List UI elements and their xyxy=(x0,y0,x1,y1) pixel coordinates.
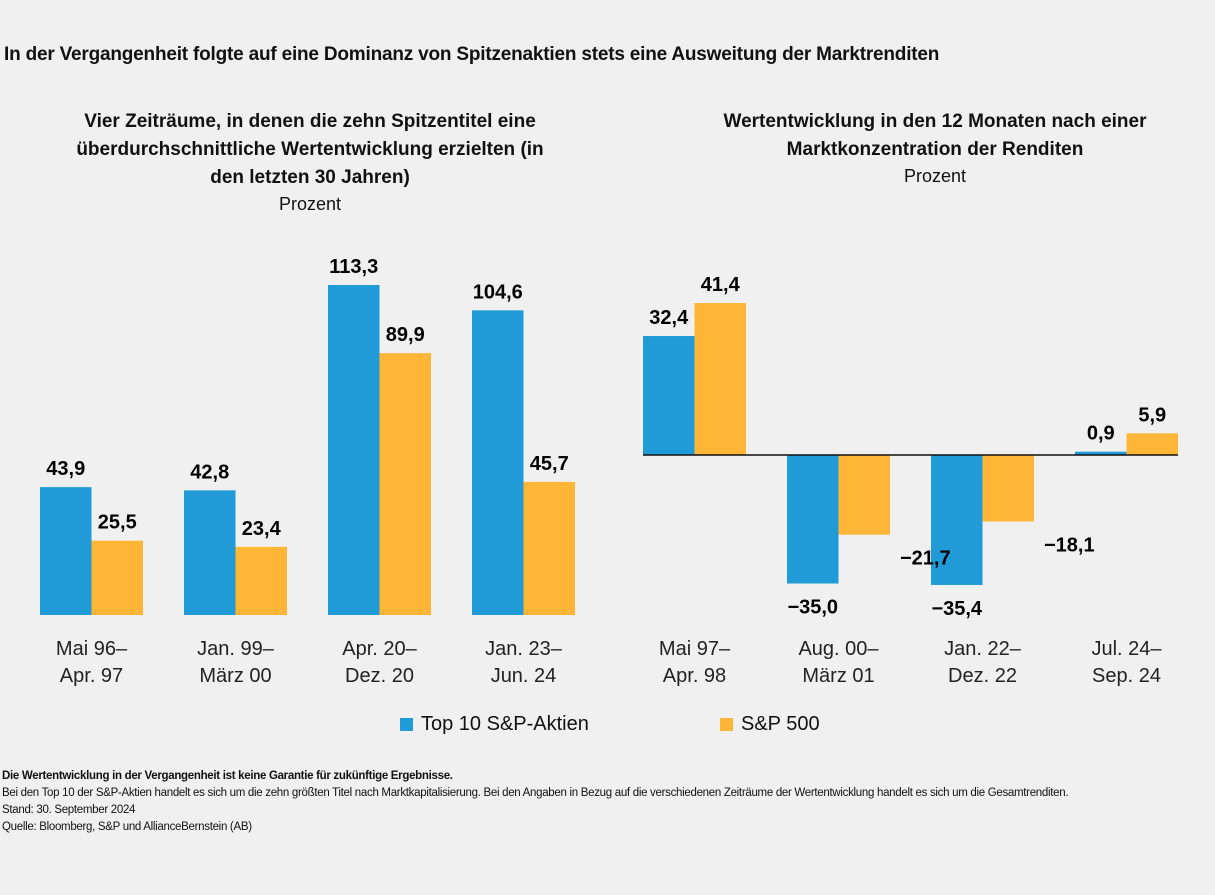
value-label-chart2-sp500-3: −18,1 xyxy=(1044,534,1095,556)
bar-chart2-sp500-3 xyxy=(982,455,1034,522)
bar-chart2-top10-3 xyxy=(931,455,983,585)
value-label-chart1-sp500-3: 89,9 xyxy=(386,324,425,346)
category-label-chart1-1: Mai 96– xyxy=(56,638,128,660)
bar-chart1-top10-3 xyxy=(328,285,380,615)
bar-chart2-top10-2 xyxy=(787,455,839,584)
bar-chart1-sp500-3 xyxy=(379,353,431,615)
footnotes: Die Wertentwicklung in der Vergangenheit… xyxy=(2,768,1069,836)
value-label-chart2-top10-4: 0,9 xyxy=(1087,423,1115,445)
category-label-chart1-2: Jan. 99– xyxy=(197,638,275,660)
bar-chart1-top10-2 xyxy=(184,490,236,615)
bar-chart1-top10-4 xyxy=(472,310,524,615)
legend-label-sp500: S&P 500 xyxy=(741,713,820,735)
bar-chart2-top10-1 xyxy=(643,336,695,455)
source-note: Quelle: Bloomberg, S&P und AllianceBerns… xyxy=(2,821,252,833)
value-label-chart2-sp500-4: 5,9 xyxy=(1138,404,1166,426)
value-label-chart2-top10-2: −35,0 xyxy=(787,597,838,619)
right-chart-title-text: Wertentwicklung in den 12 Monaten nach e… xyxy=(723,111,1147,160)
bar-chart1-sp500-4 xyxy=(523,481,575,615)
definition-note: Bei den Top 10 der S&P-Aktien handelt es… xyxy=(2,787,1069,799)
charts-canvas: 43,9 42,8 113,3 104,6 25,5 23,4 89,9 45,7 Mai 96… xyxy=(40,256,1178,687)
category-label-chart2-4: Sep. 24 xyxy=(1092,665,1161,687)
category-label-chart1-4: Jun. 24 xyxy=(491,665,557,687)
category-label-chart2-2: März 01 xyxy=(802,665,874,687)
value-label-chart2-top10-1: 32,4 xyxy=(649,307,689,329)
left-chart-title-text: Vier Zeiträume, in denen die zehn Spitze… xyxy=(76,111,544,188)
legend-swatch-sp500 xyxy=(720,718,733,731)
category-label-chart1-3: Apr. 20– xyxy=(342,638,417,660)
legend-label-top10: Top 10 S&P-Aktien xyxy=(421,713,589,735)
category-label-chart2-2: Aug. 00– xyxy=(798,638,879,660)
value-label-chart2-sp500-1: 41,4 xyxy=(701,274,741,296)
value-label-chart1-sp500-2: 23,4 xyxy=(242,518,282,540)
category-label-chart2-1: Apr. 98 xyxy=(663,665,726,687)
category-label-chart2-3: Dez. 22 xyxy=(948,665,1017,687)
category-label-chart1-2: März 00 xyxy=(199,665,271,687)
bar-chart2-sp500-1 xyxy=(694,303,746,455)
value-label-chart1-top10-2: 42,8 xyxy=(190,461,229,483)
category-label-chart2-4: Jul. 24– xyxy=(1091,638,1162,660)
bar-chart1-sp500-2 xyxy=(235,546,287,615)
value-label-chart1-sp500-1: 25,5 xyxy=(98,512,137,534)
value-label-chart1-sp500-4: 45,7 xyxy=(530,453,569,475)
bar-chart2-sp500-2 xyxy=(838,455,890,535)
value-label-chart1-top10-1: 43,9 xyxy=(46,458,85,480)
category-label-chart1-4: Jan. 23– xyxy=(485,638,563,660)
bar-chart1-sp500-1 xyxy=(91,540,143,615)
left-chart-unit: Prozent xyxy=(278,194,342,214)
bar-chart1-top10-1 xyxy=(40,487,92,615)
value-label-chart2-top10-3: −35,4 xyxy=(931,598,982,620)
category-label-chart1-1: Apr. 97 xyxy=(60,665,123,687)
right-chart-unit: Prozent xyxy=(903,166,967,186)
right-chart-title: Wertentwicklung in den 12 Monaten nach e… xyxy=(670,108,1200,188)
legend-item-sp500: S&P 500 xyxy=(720,713,820,736)
legend-item-top10: Top 10 S&P-Aktien xyxy=(400,713,589,736)
date-note: Stand: 30. September 2024 xyxy=(2,804,136,816)
category-label-chart2-3: Jan. 22– xyxy=(944,638,1022,660)
legend-swatch-top10 xyxy=(400,718,413,731)
main-title: In der Vergangenheit folgte auf eine Dom… xyxy=(4,44,940,65)
category-label-chart1-3: Dez. 20 xyxy=(345,665,414,687)
value-label-chart2-sp500-2: −21,7 xyxy=(900,548,951,570)
bar-chart2-top10-4 xyxy=(1075,451,1127,455)
category-label-chart2-1: Mai 97– xyxy=(659,638,731,660)
bar-chart2-sp500-4 xyxy=(1126,433,1178,455)
value-label-chart1-top10-3: 113,3 xyxy=(329,256,378,278)
left-chart-title: Vier Zeiträume, in denen die zehn Spitze… xyxy=(40,108,580,216)
disclaimer: Die Wertentwicklung in der Vergangenheit… xyxy=(2,770,453,782)
value-label-chart1-top10-4: 104,6 xyxy=(473,281,523,303)
